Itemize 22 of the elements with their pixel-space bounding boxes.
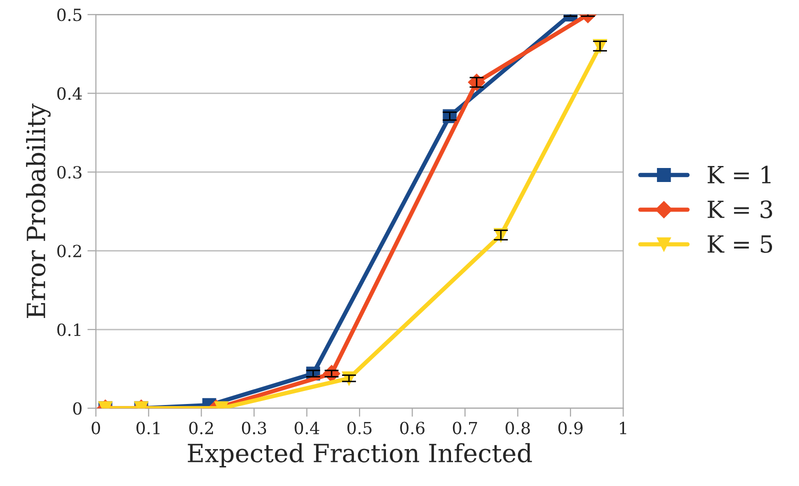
y-tick-label: 0 xyxy=(73,402,82,415)
y-tick-label: 0.3 xyxy=(57,166,82,179)
x-tick-label: 0.9 xyxy=(558,422,583,434)
y-tick-label: 0.5 xyxy=(57,8,82,22)
legend-label: K = 1 xyxy=(708,166,771,184)
x-tick-label: 0.2 xyxy=(189,422,213,434)
x-tick-label: 0.7 xyxy=(452,422,478,434)
x-tick-label: 0.1 xyxy=(136,422,160,434)
x-tick-label: 0.5 xyxy=(347,422,372,434)
x-tick-label: 0.6 xyxy=(400,422,424,434)
y-axis-title: Error Probability xyxy=(26,103,51,318)
x-axis-title: Expected Fraction Infected xyxy=(188,443,532,468)
x-tick-label: 0.4 xyxy=(294,422,320,434)
x-tick-label: 0.8 xyxy=(506,422,530,434)
legend-label: K = 3 xyxy=(708,200,772,218)
legend-label: K = 5 xyxy=(708,235,772,253)
x-tick-label: 0.3 xyxy=(242,422,266,434)
y-tick-label: 0.1 xyxy=(57,323,80,336)
x-tick-label: 1 xyxy=(620,422,626,434)
y-tick-label: 0.2 xyxy=(57,244,82,258)
x-tick-label: 0 xyxy=(92,422,100,434)
y-tick-label: 0.4 xyxy=(57,87,82,100)
